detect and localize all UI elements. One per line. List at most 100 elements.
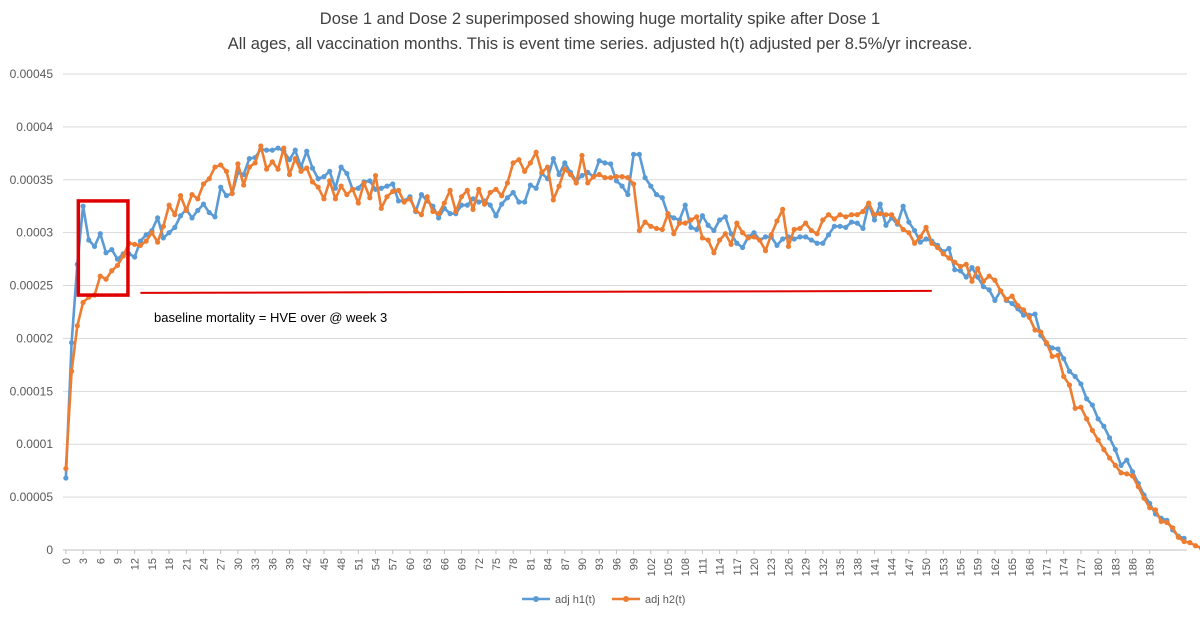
x-tick-label: 36 [267, 558, 279, 570]
data-point [458, 202, 465, 208]
data-point [797, 234, 803, 240]
data-point [596, 171, 602, 178]
data-point [69, 340, 75, 346]
x-tick-label: 87 [560, 558, 572, 570]
data-point [533, 185, 539, 191]
data-point [631, 151, 637, 157]
data-point [912, 240, 918, 246]
data-point [814, 231, 820, 237]
data-point [608, 161, 614, 167]
data-point [648, 183, 654, 189]
x-tick-label: 24 [199, 558, 211, 570]
data-point [1066, 368, 1073, 374]
data-point [854, 212, 860, 218]
data-point [246, 156, 252, 162]
x-tick-label: 150 [921, 558, 933, 576]
data-point [854, 220, 860, 226]
data-point [315, 176, 321, 182]
data-point [223, 168, 230, 174]
data-point [803, 234, 809, 240]
x-tick-label: 156 [955, 558, 967, 576]
chart-title: Dose 1 and Dose 2 superimposed showing h… [319, 10, 881, 28]
data-point [613, 174, 620, 180]
data-point [659, 226, 665, 233]
data-point [963, 261, 969, 267]
data-point [355, 200, 361, 206]
data-point [567, 171, 574, 178]
x-tick-label: 54 [371, 558, 383, 570]
data-point [1009, 300, 1015, 307]
x-tick-label: 114 [715, 558, 727, 576]
data-point [923, 224, 929, 230]
x-tick-label: 186 [1128, 558, 1140, 576]
series-layer [63, 143, 1200, 551]
data-point [413, 207, 419, 214]
data-point [143, 232, 149, 238]
x-tick-label: 99 [629, 558, 641, 570]
data-point [1124, 457, 1130, 463]
y-tick-label: 0.0001 [16, 437, 53, 451]
data-point [980, 284, 987, 290]
data-point [682, 220, 688, 226]
data-point [762, 248, 769, 254]
data-point [791, 226, 797, 233]
data-point [912, 227, 918, 234]
data-point [762, 234, 769, 240]
data-point [504, 195, 511, 201]
data-point [653, 225, 660, 232]
data-point [671, 231, 677, 237]
data-point [579, 172, 585, 179]
data-point [848, 212, 855, 218]
x-tick-label: 144 [887, 558, 899, 576]
y-tick-label: 0.00015 [10, 384, 54, 398]
data-point [1078, 404, 1084, 410]
x-tick-label: 120 [749, 558, 761, 576]
data-point [1164, 519, 1170, 526]
x-tick-label: 6 [95, 558, 107, 564]
x-tick-label: 12 [130, 558, 142, 570]
data-point [1095, 437, 1101, 443]
x-tick-label: 21 [181, 558, 193, 570]
data-point [286, 157, 293, 163]
data-point [843, 224, 849, 230]
x-tick-label: 45 [319, 558, 331, 570]
x-tick-label: 18 [164, 558, 176, 570]
x-tick-label: 9 [112, 558, 124, 564]
data-point [998, 288, 1004, 294]
data-point [69, 368, 75, 374]
x-tick-label: 96 [611, 558, 623, 570]
data-point [321, 174, 327, 180]
data-point [367, 178, 373, 184]
y-tick-label: 0.00025 [10, 279, 54, 293]
data-point [143, 238, 149, 244]
legend-marker [533, 596, 539, 602]
data-point [699, 213, 706, 219]
data-point [1158, 518, 1164, 525]
data-point [246, 164, 252, 170]
data-point [1032, 311, 1038, 317]
data-point [866, 200, 872, 206]
x-axis-ticks: 0 3 6 9 12 15 18 21 24 27 30 33 36 39 42 45 48 51 54 57 60 63… [61, 550, 1157, 576]
data-point [585, 180, 591, 186]
data-point [430, 208, 436, 215]
data-point [590, 174, 597, 180]
x-tick-label: 39 [285, 558, 297, 570]
data-point [166, 230, 172, 236]
data-point [619, 174, 625, 180]
x-tick-label: 42 [302, 558, 314, 570]
y-tick-label: 0.0004 [16, 120, 53, 134]
data-point [1049, 353, 1055, 360]
data-point [522, 199, 528, 205]
data-point [1147, 505, 1153, 511]
x-tick-label: 27 [216, 558, 228, 570]
data-point [527, 160, 533, 166]
data-point [378, 205, 384, 211]
data-point [785, 243, 792, 250]
data-point [189, 191, 195, 198]
data-point [1020, 312, 1027, 318]
data-point [510, 189, 516, 196]
data-point [797, 225, 803, 232]
data-point [298, 168, 304, 174]
data-point [235, 161, 241, 167]
data-point [774, 218, 780, 224]
